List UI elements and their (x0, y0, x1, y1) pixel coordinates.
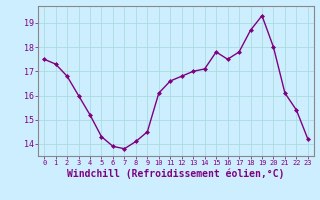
X-axis label: Windchill (Refroidissement éolien,°C): Windchill (Refroidissement éolien,°C) (67, 169, 285, 179)
